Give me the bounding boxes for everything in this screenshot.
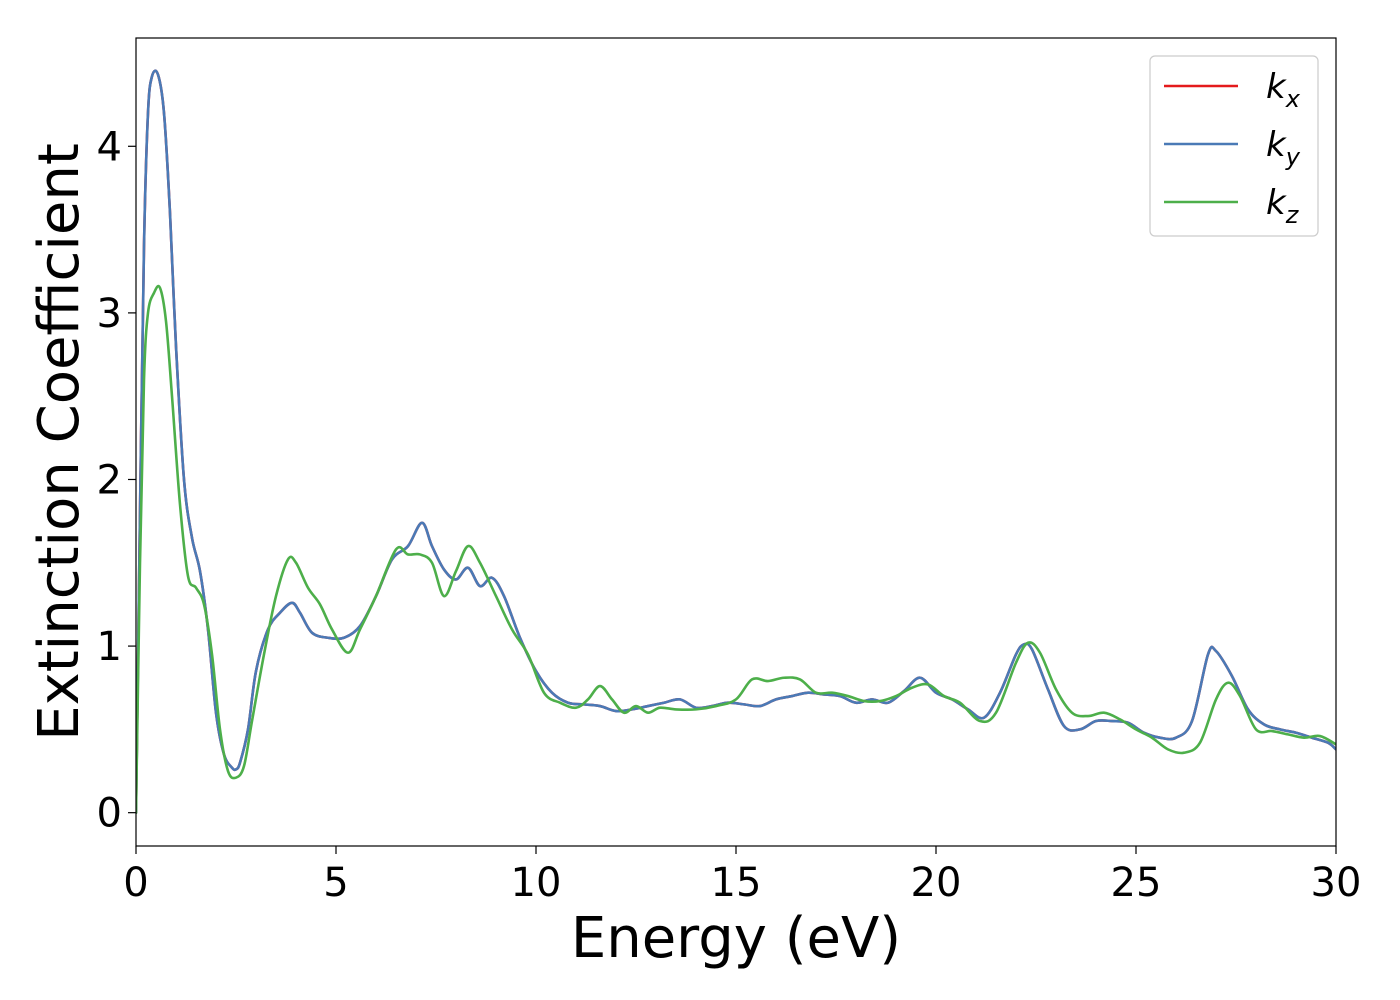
y-tick-label: 4 (97, 124, 122, 170)
legend-label-subscript: z (1285, 201, 1300, 229)
legend-label-subscript: y (1285, 143, 1301, 171)
y-axis-label: Extinction Coefficient (27, 143, 92, 741)
x-tick-label: 30 (1311, 860, 1362, 906)
legend-label: kz (1266, 183, 1300, 229)
legend-box (1149, 55, 1319, 237)
y-tick-label: 3 (97, 291, 122, 337)
y-tick-label: 0 (97, 791, 122, 837)
series-line-k-y (136, 69, 1336, 814)
legend-label: kx (1266, 67, 1301, 113)
legend-label-main: k (1266, 125, 1287, 165)
y-tick-label: 1 (97, 624, 122, 670)
axes: 0 5 10 15 20 25 30 0 1 2 3 4 (97, 37, 1362, 906)
legend-label-subscript: x (1285, 85, 1301, 113)
legend-label: ky (1266, 125, 1301, 171)
x-tick-label: 20 (911, 860, 962, 906)
legend-item-k-y: ky (1164, 125, 1301, 171)
series-line-k-z (136, 284, 1336, 814)
series-lines (136, 69, 1336, 814)
x-axis-label: Energy (eV) (571, 906, 901, 971)
x-tick-label: 15 (711, 860, 762, 906)
x-tick-label: 25 (1111, 860, 1162, 906)
legend-item-k-z: kz (1164, 183, 1300, 229)
x-tick-label: 5 (323, 860, 348, 906)
legend-label-main: k (1266, 183, 1287, 223)
y-tick-label: 2 (97, 457, 122, 503)
plot-area (136, 69, 1336, 814)
legend-label-main: k (1266, 67, 1287, 107)
x-tick-label: 10 (511, 860, 562, 906)
legend-item-k-x: kx (1164, 67, 1301, 113)
x-tick-label: 0 (123, 860, 148, 906)
